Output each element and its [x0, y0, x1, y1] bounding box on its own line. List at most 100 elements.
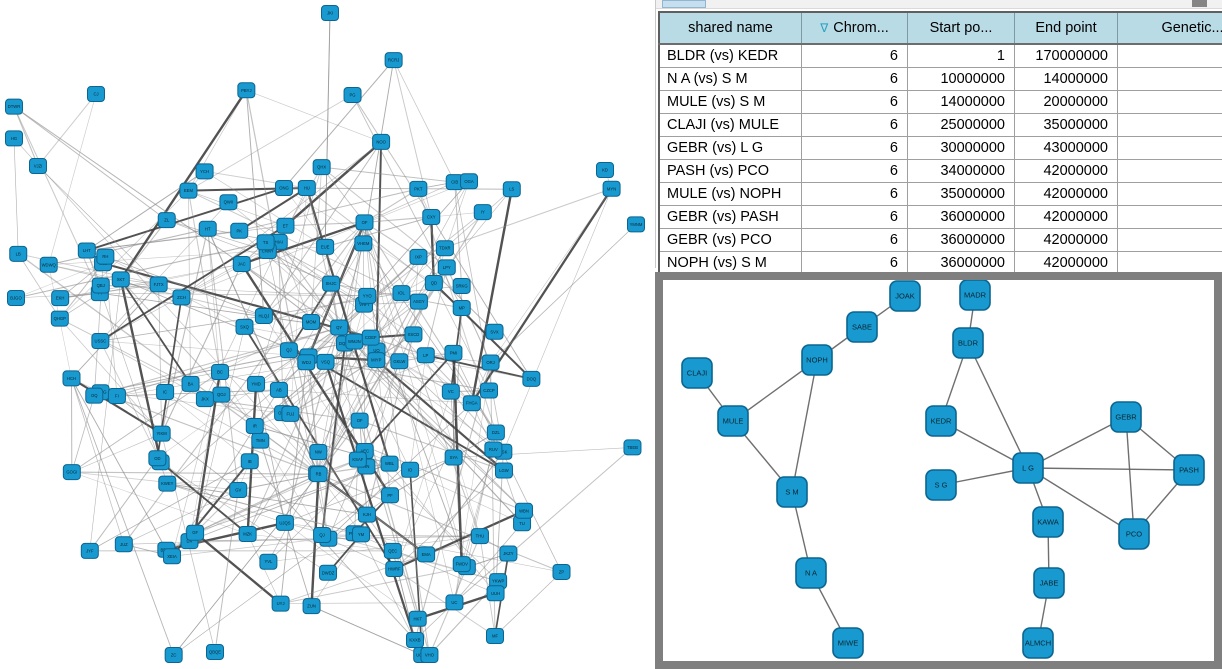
network-node[interactable]: ET: [276, 217, 295, 234]
network-node[interactable]: WMJN: [345, 333, 364, 350]
network-node[interactable]: VSQ: [316, 353, 335, 370]
network-node[interactable]: PCO: [1118, 518, 1150, 550]
network-node[interactable]: WBN: [514, 502, 533, 519]
table-row[interactable]: NOPH (vs) S M636000000420000009.9: [658, 251, 1222, 276]
network-node[interactable]: KJH: [357, 506, 376, 523]
network-node[interactable]: MP: [452, 299, 471, 316]
network-node[interactable]: BLDR: [952, 327, 984, 359]
column-header-3[interactable]: End point: [1014, 11, 1118, 45]
network-node[interactable]: AB: [269, 381, 288, 398]
network-node[interactable]: JAC: [232, 256, 251, 273]
network-node[interactable]: SVX: [485, 323, 504, 340]
network-node[interactable]: FUJ: [281, 405, 300, 422]
network-node[interactable]: JKZY: [499, 545, 518, 562]
network-node[interactable]: KAWA: [1032, 506, 1064, 538]
network-node[interactable]: FJTX: [149, 276, 168, 293]
network-node[interactable]: ONG: [274, 180, 293, 197]
column-header-0[interactable]: shared name: [658, 11, 802, 45]
network-node[interactable]: OD: [148, 450, 167, 467]
network-node[interactable]: MZK: [238, 525, 257, 542]
table-row[interactable]: MULE (vs) S M614000000200000007.5: [658, 90, 1222, 114]
network-node[interactable]: ZL: [157, 212, 176, 229]
network-node[interactable]: EEM: [179, 182, 198, 199]
network-node[interactable]: YM: [352, 526, 371, 543]
network-node[interactable]: YMNM: [627, 216, 645, 233]
network-node[interactable]: ZP: [552, 563, 571, 580]
network-node[interactable]: N A: [795, 557, 827, 589]
network-node[interactable]: DWDZ: [319, 564, 338, 581]
network-node[interactable]: JKI: [321, 5, 339, 21]
network-node[interactable]: SYA: [444, 449, 463, 466]
network-node[interactable]: PMI: [444, 344, 463, 361]
network-node[interactable]: PG: [343, 86, 362, 103]
network-node[interactable]: YIKM: [152, 425, 171, 442]
network-node[interactable]: NW: [309, 444, 328, 461]
network-node[interactable]: GV: [229, 482, 248, 499]
network-node[interactable]: RCRJ: [384, 52, 403, 69]
network-node[interactable]: HU: [297, 179, 316, 196]
network-node[interactable]: UUH: [486, 585, 505, 602]
network-node[interactable]: OGA: [460, 173, 479, 190]
network-node[interactable]: CJ: [87, 86, 105, 102]
network-node[interactable]: SXQ: [235, 318, 254, 335]
network-overview-panel[interactable]: NOOUOHKTFUAOIORBEGETGVWDWQPMIEEMORJBDKRG…: [0, 0, 650, 669]
network-node[interactable]: QJ: [313, 527, 332, 544]
network-node[interactable]: S M: [776, 476, 808, 508]
filter-icon[interactable]: ∇: [820, 21, 829, 35]
network-node[interactable]: IR: [245, 418, 264, 435]
network-node[interactable]: IO: [401, 461, 420, 478]
network-node[interactable]: MIYP: [367, 352, 386, 369]
network-node[interactable]: PK: [230, 222, 249, 239]
network-node[interactable]: LP: [416, 347, 435, 364]
network-node[interactable]: RH: [96, 248, 115, 265]
network-node[interactable]: KD: [596, 162, 614, 178]
network-node[interactable]: UJQS: [275, 514, 294, 531]
network-node[interactable]: DOQ: [522, 370, 541, 387]
network-node[interactable]: RUV: [484, 441, 503, 458]
network-node[interactable]: HT: [198, 220, 217, 237]
network-node[interactable]: MOM: [302, 314, 321, 331]
network-node[interactable]: CXY: [422, 208, 441, 225]
network-node[interactable]: KWEY: [158, 475, 177, 492]
network-node[interactable]: MF: [486, 628, 504, 644]
network-node[interactable]: CZCP: [480, 382, 499, 399]
network-node[interactable]: VJZI: [29, 158, 47, 174]
table-row[interactable]: N A (vs) S M610000000140000006.6: [658, 67, 1222, 91]
network-node[interactable]: TMN: [251, 432, 270, 449]
network-node[interactable]: IB: [240, 453, 259, 470]
network-node[interactable]: XKT: [111, 271, 130, 288]
network-node[interactable]: ALMCH: [1022, 627, 1054, 659]
table-row[interactable]: GEBR (vs) PASH636000000420000008.9: [658, 205, 1222, 229]
network-node[interactable]: IOL: [392, 285, 411, 302]
network-node[interactable]: WDJ: [297, 354, 316, 371]
column-header-2[interactable]: Start po...: [907, 11, 1015, 45]
network-node[interactable]: LPY: [437, 259, 456, 276]
network-node[interactable]: JOAK: [889, 280, 921, 312]
network-overview-canvas[interactable]: NOOUOHKTFUAOIORBEGETGVWDWQPMIEEMORJBDKRG…: [0, 0, 650, 669]
network-node[interactable]: DZL: [486, 424, 505, 441]
network-node[interactable]: EUE: [316, 238, 335, 255]
network-node[interactable]: UC: [445, 594, 464, 611]
network-node[interactable]: OF: [350, 412, 369, 429]
network-node[interactable]: QBJ: [91, 277, 110, 294]
network-node[interactable]: KSAF: [348, 451, 367, 468]
network-node[interactable]: QWII: [219, 194, 238, 211]
network-node[interactable]: LB: [9, 245, 28, 262]
network-node[interactable]: TBEB: [623, 439, 642, 456]
network-node[interactable]: QHX: [312, 159, 331, 176]
network-node[interactable]: IXP: [409, 248, 428, 265]
network-node[interactable]: HWRF: [385, 561, 404, 578]
network-node[interactable]: NOPH: [801, 344, 833, 376]
network-node[interactable]: JUZ: [114, 536, 133, 553]
network-node[interactable]: FHGA: [462, 395, 481, 412]
table-row[interactable]: PASH (vs) PCO6340000004200000011.4: [658, 159, 1222, 183]
network-node[interactable]: MULE: [717, 405, 749, 437]
network-node[interactable]: YCH: [195, 163, 214, 180]
network-detail-panel[interactable]: JOAK SABE NOPH CLAJI MULE S M N A MIWE MADR BLDR K…: [655, 272, 1222, 669]
network-node[interactable]: MYN: [602, 180, 621, 197]
network-node[interactable]: GKLW: [390, 353, 409, 370]
network-node[interactable]: BC: [211, 364, 230, 381]
network-node[interactable]: QOJ: [212, 386, 231, 403]
network-node[interactable]: EMA: [417, 546, 436, 563]
network-node[interactable]: YYO: [358, 287, 377, 304]
